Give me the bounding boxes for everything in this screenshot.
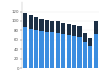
Bar bbox=[83, 42, 87, 68]
Bar bbox=[23, 27, 27, 68]
Bar bbox=[29, 29, 33, 68]
Bar bbox=[40, 19, 44, 31]
Bar bbox=[40, 31, 44, 68]
Bar bbox=[77, 37, 82, 68]
Bar bbox=[34, 17, 38, 30]
Bar bbox=[77, 26, 82, 37]
Bar bbox=[56, 21, 60, 33]
Bar bbox=[45, 20, 49, 32]
Bar bbox=[88, 38, 92, 46]
Bar bbox=[50, 21, 54, 32]
Bar bbox=[34, 30, 38, 68]
Bar bbox=[23, 12, 27, 27]
Bar bbox=[50, 32, 54, 68]
Bar bbox=[61, 23, 65, 34]
Bar bbox=[45, 32, 49, 68]
Bar bbox=[29, 15, 33, 29]
Bar bbox=[72, 36, 76, 68]
Bar bbox=[94, 21, 98, 34]
Bar bbox=[72, 25, 76, 36]
Bar bbox=[61, 34, 65, 68]
Bar bbox=[67, 24, 71, 35]
Bar bbox=[67, 35, 71, 68]
Bar bbox=[83, 33, 87, 42]
Bar bbox=[56, 33, 60, 68]
Bar bbox=[94, 34, 98, 68]
Bar bbox=[88, 46, 92, 68]
